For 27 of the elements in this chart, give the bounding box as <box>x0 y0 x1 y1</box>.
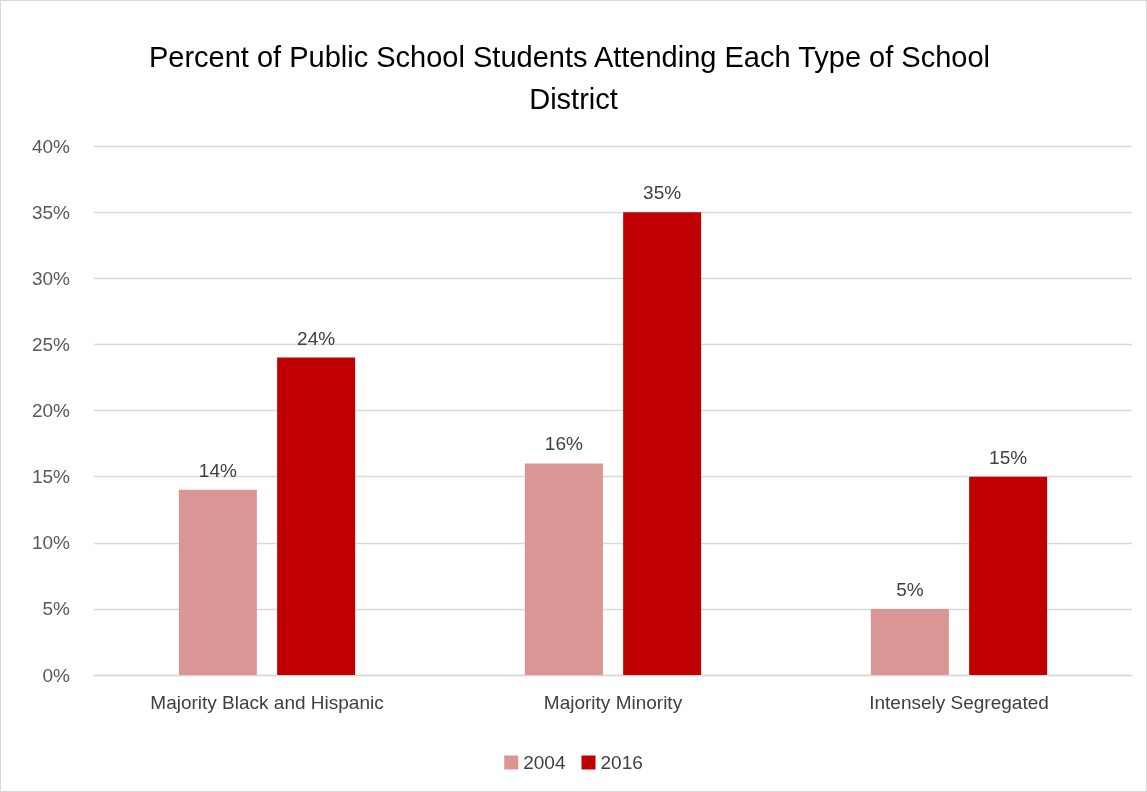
data-label: 24% <box>297 327 336 349</box>
data-label: 5% <box>896 578 924 600</box>
y-tick-label: 25% <box>31 333 71 355</box>
data-label: 35% <box>643 182 682 204</box>
bar <box>870 608 949 675</box>
y-tick-label: 35% <box>31 201 71 223</box>
y-tick-label: 0% <box>42 664 71 686</box>
data-label: 16% <box>544 433 583 455</box>
bar <box>524 463 603 675</box>
x-tick-label: Intensely Segregated <box>869 692 1049 713</box>
x-tick-label: Majority Minority <box>543 692 683 713</box>
bar <box>178 489 257 675</box>
bar <box>277 357 356 675</box>
y-tick-label: 10% <box>31 532 71 554</box>
y-tick-label: 20% <box>31 400 71 421</box>
y-tick-label: 5% <box>42 598 71 620</box>
y-tick-label: 15% <box>31 466 71 488</box>
bar <box>969 476 1048 675</box>
legend-label: 2004 <box>523 752 566 773</box>
y-tick-label: 40% <box>31 135 71 157</box>
legend-label: 2016 <box>600 752 643 773</box>
chart-title: Percent of Public School Students Attending Each Type of School District <box>148 41 999 115</box>
bar <box>623 212 702 675</box>
y-tick-label: 30% <box>31 267 71 289</box>
data-label: 15% <box>989 446 1028 468</box>
data-label: 14% <box>198 459 237 481</box>
x-tick-label: Majority Black and Hispanic <box>150 692 384 713</box>
